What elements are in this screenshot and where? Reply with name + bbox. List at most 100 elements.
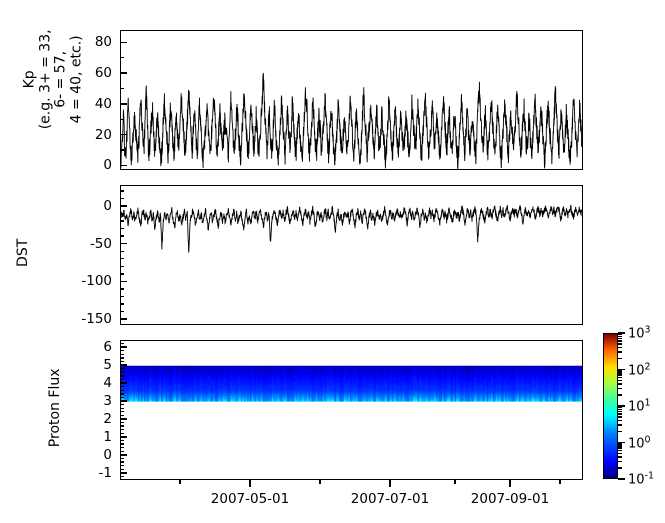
colorbar-minor-tick [618, 408, 622, 411]
flux-y-minor-tick [120, 385, 124, 388]
flux-y-major-tick [120, 454, 127, 456]
dst-y-minor-tick [120, 227, 124, 230]
colorbar-minor-tick [618, 419, 622, 422]
flux-y-major-tick [120, 436, 127, 438]
colorbar-tick-label: 102 [628, 360, 651, 379]
proton-flux-panel [120, 340, 583, 480]
flux-y-minor-tick [120, 411, 124, 413]
flux-y-minor-tick [120, 375, 124, 377]
flux-y-major-tick [120, 400, 127, 402]
colorbar-tick-label: 103 [628, 324, 651, 342]
dst-y-minor-tick [120, 265, 124, 267]
colorbar-minor-tick [618, 445, 622, 447]
flux-y-minor-tick [120, 350, 124, 352]
dst-y-major-tick [120, 318, 127, 320]
flux-y-minor-tick [120, 371, 124, 373]
flux-y-tick-label: 5 [103, 357, 112, 374]
colorbar-minor-tick [618, 337, 622, 340]
flux-y-tick-label: -1 [98, 464, 112, 481]
x-major-tick [249, 480, 251, 487]
dst-y-minor-tick [120, 295, 124, 298]
kp-y-minor-tick [120, 56, 124, 59]
colorbar-minor-tick [618, 374, 622, 376]
x-minor-tick [179, 480, 181, 484]
x-minor-tick [559, 480, 561, 484]
flux-y-minor-tick [120, 429, 124, 431]
colorbar-tick-label: 101 [628, 397, 651, 415]
flux-y-minor-tick [120, 396, 124, 399]
colorbar-minor-tick [618, 430, 622, 433]
flux-y-tick-label: 3 [103, 393, 112, 410]
flux-y-major-tick [120, 418, 127, 420]
dst-y-minor-tick [120, 273, 124, 275]
dst-y-minor-tick [120, 190, 124, 192]
kp-y-major-tick [120, 41, 127, 43]
colorbar-minor-tick [618, 387, 622, 390]
kp-y-minor-tick [120, 87, 124, 90]
flux-y-minor-tick [120, 421, 124, 424]
kp-axis-title-line-3: 6- = 57, [53, 50, 69, 108]
x-major-tick [509, 480, 511, 487]
x-minor-tick [319, 480, 321, 484]
colorbar-minor-tick [618, 410, 622, 413]
dst-y-minor-tick [120, 310, 124, 313]
flux-y-minor-tick [120, 461, 124, 463]
dst-y-tick-label: 0 [103, 198, 112, 215]
flux-y-tick-label: 6 [103, 339, 112, 356]
colorbar-minor-tick [618, 343, 622, 345]
colorbar-minor-tick [618, 449, 622, 452]
colorbar-minor-tick [618, 467, 622, 469]
kp-y-major-tick [120, 133, 127, 136]
colorbar-minor-tick [618, 443, 622, 445]
colorbar-minor-tick [618, 333, 622, 336]
dst-y-major-tick [120, 205, 127, 207]
kp-axis-title-line-1: Kp [21, 70, 38, 89]
flux-y-minor-tick [120, 464, 124, 467]
flux-y-minor-tick [120, 360, 124, 363]
flux-y-tick-label: 2 [103, 410, 112, 427]
flux-y-minor-tick [120, 425, 124, 427]
flux-y-major-tick [120, 472, 127, 474]
flux-y-minor-tick [120, 403, 124, 406]
dst-y-minor-tick [120, 197, 124, 200]
kp-y-tick-label: 0 [103, 157, 112, 174]
flux-y-minor-tick [120, 432, 124, 435]
dst-y-minor-tick [120, 258, 124, 260]
colorbar-tick-label: 100 [628, 433, 651, 452]
dst-y-minor-tick [120, 288, 124, 290]
x-tick-label: 2007-05-01 [210, 491, 290, 507]
colorbar-minor-tick [618, 456, 622, 458]
colorbar: 10-1 100 101 102 103 [603, 324, 654, 488]
dst-y-minor-tick [120, 235, 124, 237]
kp-y-minor-tick [120, 149, 124, 151]
flux-y-minor-tick [120, 353, 124, 356]
dst-axis-title: DST [15, 238, 32, 267]
x-tick-label: 2007-07-01 [350, 491, 430, 507]
flux-y-tick-label: 4 [103, 375, 112, 392]
colorbar-minor-tick [618, 372, 622, 374]
dst-y-minor-tick [120, 220, 124, 222]
colorbar-minor-tick [618, 406, 622, 409]
flux-y-minor-tick [120, 357, 124, 359]
colorbar-minor-tick [618, 370, 622, 372]
kp-axis-title-line-4: 4 = 40, etc.) [68, 35, 85, 124]
flux-y-minor-tick [120, 407, 124, 409]
x-tick-label: 2007-09-01 [470, 491, 550, 507]
colorbar-gradient [603, 333, 618, 479]
flux-y-minor-tick [120, 450, 124, 452]
dst-y-major-tick [120, 243, 127, 245]
kp-y-tick-label: 60 [94, 65, 112, 82]
dst-y-tick-label: -150 [81, 310, 112, 327]
flux-y-major-tick [120, 346, 127, 348]
colorbar-minor-tick [618, 376, 622, 379]
dst-trace [121, 186, 582, 324]
kp-y-major-tick [120, 164, 127, 167]
dst-y-minor-tick [120, 303, 124, 305]
dst-y-major-tick [120, 280, 127, 283]
dst-panel [120, 185, 583, 325]
dst-y-minor-tick [120, 250, 124, 252]
flux-y-minor-tick [120, 446, 124, 449]
flux-y-minor-tick [120, 393, 124, 395]
colorbar-minor-tick [618, 340, 622, 342]
